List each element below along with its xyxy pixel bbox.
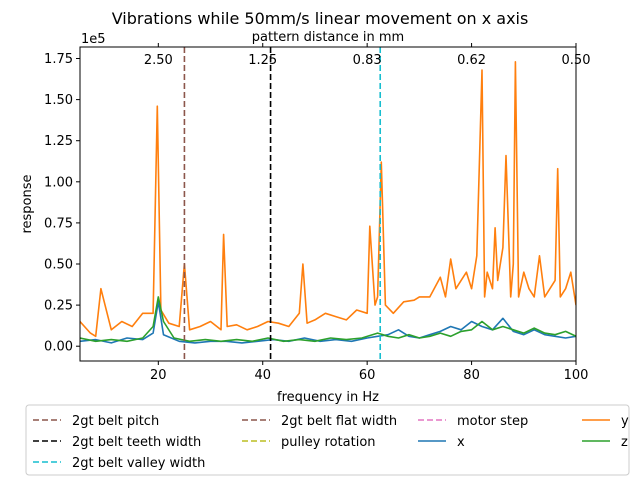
- series-line-z: [80, 296, 576, 343]
- chart-title: Vibrations while 50mm/s linear movement …: [112, 9, 529, 28]
- top-axis-label: pattern distance in mm: [252, 30, 404, 45]
- legend-label: 2gt belt flat width: [281, 414, 397, 429]
- top-tick-label: 2.50: [144, 53, 173, 68]
- plot-frame: [79, 46, 577, 362]
- y-tick-label: 1.75: [44, 52, 73, 67]
- y-tick-label: 1.50: [44, 93, 73, 108]
- x-tick-label: 60: [359, 368, 376, 383]
- y-tick-label: 0.00: [44, 340, 73, 355]
- series-line-y: [80, 60, 576, 338]
- top-tick-label: 0.62: [457, 53, 486, 68]
- legend-label: 2gt belt pitch: [72, 414, 159, 429]
- y-axis-label: response: [20, 174, 35, 233]
- top-tick-label: 0.50: [562, 53, 591, 68]
- legend-label: x: [457, 435, 465, 450]
- top-tick-label: 1.25: [248, 53, 277, 68]
- legend-label: 2gt belt teeth width: [72, 435, 201, 450]
- legend-label: y: [621, 414, 629, 429]
- y-tick-label: 1.25: [44, 134, 73, 149]
- x-axis-label: frequency in Hz: [277, 390, 379, 405]
- x-tick-label: 100: [564, 368, 589, 383]
- legend-label: 2gt belt valley width: [72, 456, 205, 471]
- y-tick-label: 0.50: [44, 258, 73, 273]
- x-tick-label: 40: [254, 368, 271, 383]
- legend-label: pulley rotation: [281, 435, 376, 450]
- legend-label: z: [621, 435, 628, 450]
- y-tick-label: 1.00: [44, 175, 73, 190]
- legend-label: motor step: [457, 414, 528, 429]
- top-tick-label: 0.83: [353, 53, 382, 68]
- y-tick-label: 0.75: [44, 216, 73, 231]
- series-line-x: [80, 300, 576, 344]
- y-tick-label: 0.25: [44, 299, 73, 314]
- legend-box: [25, 404, 630, 476]
- offset-label: 1e5: [81, 32, 106, 47]
- x-tick-label: 20: [150, 368, 167, 383]
- x-tick-label: 80: [463, 368, 480, 383]
